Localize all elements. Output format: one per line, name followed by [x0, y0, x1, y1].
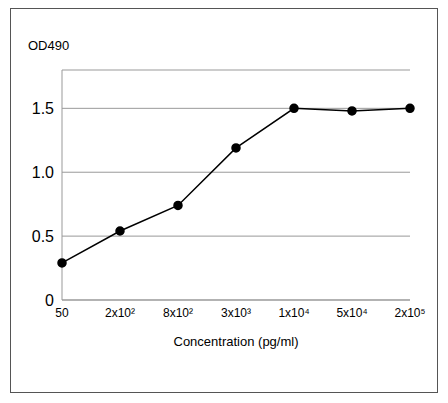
svg-text:2x10⁵: 2x10⁵: [395, 306, 426, 320]
svg-text:2x10²: 2x10²: [105, 306, 135, 320]
svg-text:0.5: 0.5: [32, 228, 54, 245]
svg-text:1.0: 1.0: [32, 164, 54, 181]
svg-text:5x10⁴: 5x10⁴: [336, 306, 367, 320]
svg-text:Concentration (pg/ml): Concentration (pg/ml): [174, 334, 299, 349]
svg-text:1.5: 1.5: [32, 100, 54, 117]
svg-text:3x10³: 3x10³: [221, 306, 251, 320]
svg-text:50: 50: [55, 306, 69, 320]
svg-text:1x10⁴: 1x10⁴: [278, 306, 309, 320]
svg-text:8x10²: 8x10²: [163, 306, 193, 320]
html-text:OD490: OD490: [28, 38, 70, 53]
svg-text:0: 0: [45, 292, 54, 309]
